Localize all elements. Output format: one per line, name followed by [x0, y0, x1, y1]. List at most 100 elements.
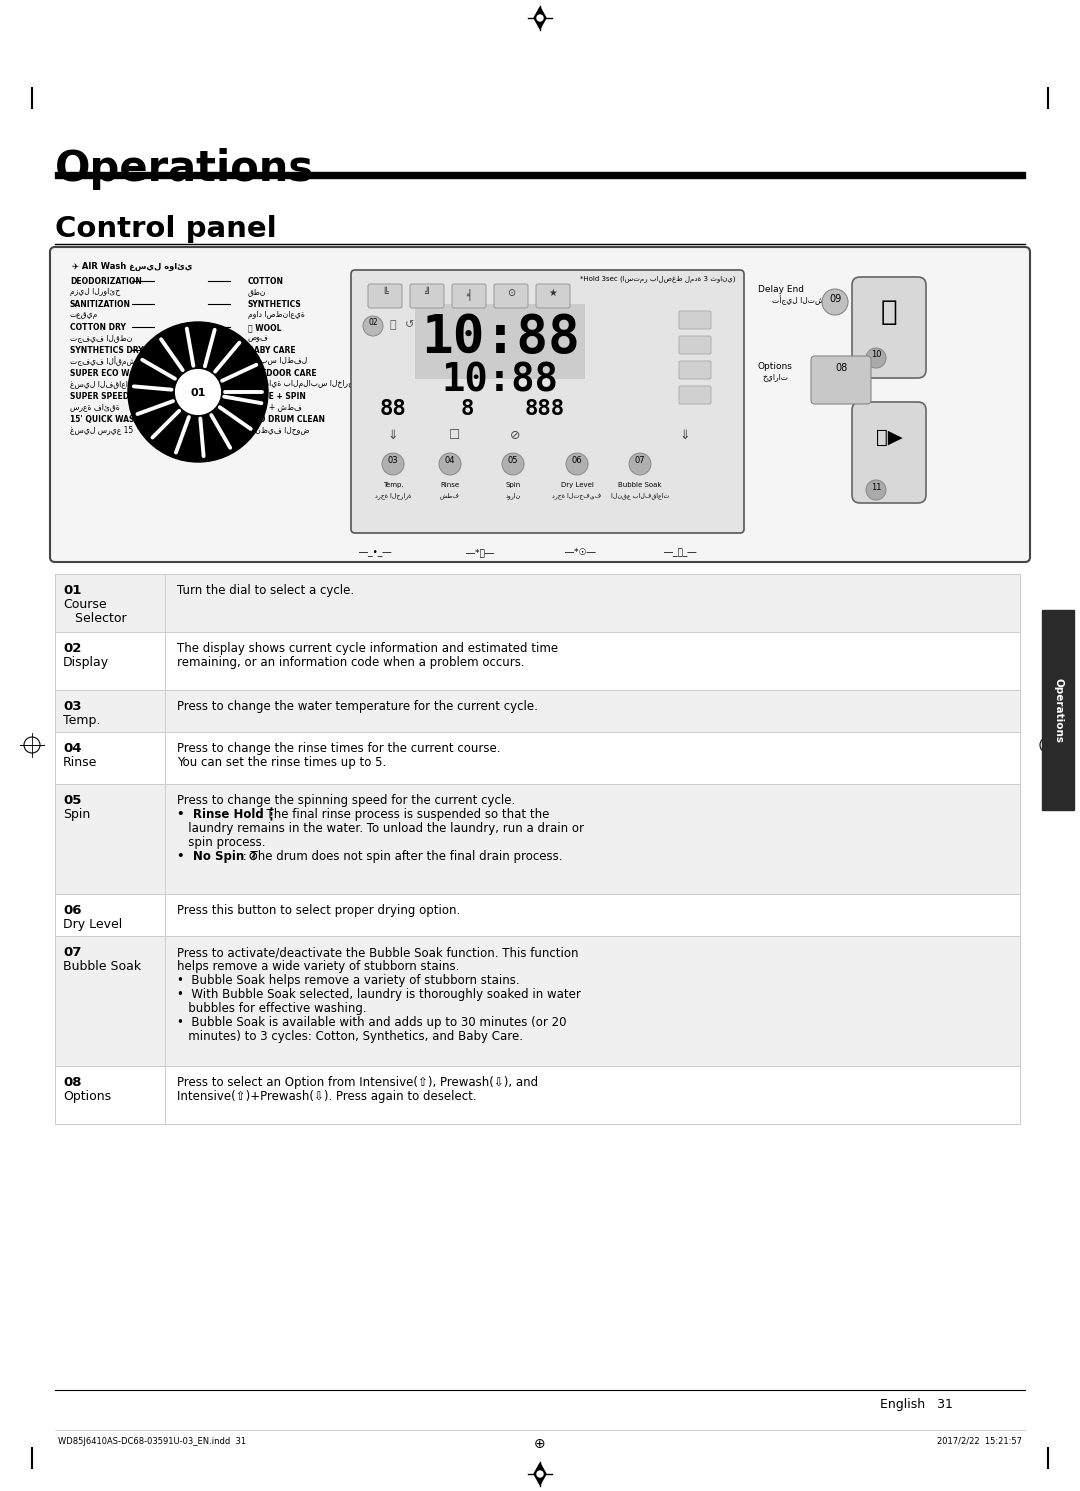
Text: RINSE + SPIN: RINSE + SPIN	[248, 392, 306, 401]
Text: 88: 88	[380, 400, 406, 419]
Text: دوران + شطف: دوران + شطف	[248, 403, 302, 412]
Text: Bubble Soak: Bubble Soak	[63, 960, 141, 974]
Text: شطف: شطف	[440, 492, 460, 499]
FancyBboxPatch shape	[679, 312, 711, 330]
Text: 8: 8	[460, 400, 474, 419]
Text: مواد اصطناعية: مواد اصطناعية	[248, 310, 305, 319]
Circle shape	[866, 480, 886, 499]
Text: English   31: English 31	[880, 1399, 953, 1410]
Text: تجفيف القطن: تجفيف القطن	[70, 332, 133, 341]
Text: ╡: ╡	[467, 288, 472, 300]
Text: تنظيف الحوض: تنظيف الحوض	[248, 425, 310, 434]
Text: ↺: ↺	[405, 321, 415, 330]
Text: ECO DRUM CLEAN: ECO DRUM CLEAN	[248, 414, 325, 423]
Text: 09: 09	[828, 294, 841, 304]
Text: *Hold 3sec (استمر بالضغط لمدة 3 ثواني): *Hold 3sec (استمر بالضغط لمدة 3 ثواني)	[580, 276, 735, 283]
Text: غسيل الفقاعات الخارق: غسيل الفقاعات الخارق	[70, 379, 162, 388]
Text: Spin: Spin	[63, 808, 91, 822]
Text: •  Rinse Hold ┇: • Rinse Hold ┇	[177, 808, 275, 822]
Text: Press this button to select proper drying option.: Press this button to select proper dryin…	[177, 904, 460, 917]
Bar	[55, 784, 1020, 895]
Text: Operations: Operations	[1053, 677, 1063, 743]
Text: DEODORIZATION: DEODORIZATION	[70, 277, 141, 286]
Bar	[55, 690, 1020, 732]
Text: Options: Options	[758, 362, 793, 371]
Text: ★: ★	[549, 288, 557, 298]
Text: 06: 06	[63, 904, 81, 917]
Text: Press to select an Option from Intensive(⇧), Prewash(⇩), and: Press to select an Option from Intensive…	[177, 1077, 538, 1088]
Text: ―*Ⓣ―: ―*Ⓣ―	[467, 549, 494, 558]
Text: •  With Bubble Soak selected, laundry is thoroughly soaked in water: • With Bubble Soak selected, laundry is …	[177, 989, 581, 1000]
Text: Course: Course	[63, 598, 107, 611]
Bar	[1042, 610, 1074, 810]
Text: Press to change the spinning speed for the current cycle.: Press to change the spinning speed for t…	[177, 795, 515, 807]
Text: النقع بالفقاعات: النقع بالفقاعات	[611, 492, 670, 499]
Text: SANITIZATION: SANITIZATION	[70, 300, 131, 309]
Text: Bubble Soak: Bubble Soak	[618, 482, 662, 488]
Text: ―_•_―: ―_•_―	[359, 549, 391, 558]
Text: Spin: Spin	[505, 482, 521, 488]
Text: قطن: قطن	[248, 286, 267, 297]
Text: Rinse: Rinse	[441, 482, 460, 488]
FancyBboxPatch shape	[852, 277, 926, 379]
FancyBboxPatch shape	[410, 283, 444, 309]
Text: 10:88: 10:88	[420, 312, 579, 364]
Text: ⊕: ⊕	[535, 1437, 545, 1451]
Text: درجة الحرارة: درجة الحرارة	[375, 492, 411, 499]
FancyBboxPatch shape	[811, 356, 870, 404]
Text: ⇓: ⇓	[388, 429, 399, 441]
Text: COTTON: COTTON	[248, 277, 284, 286]
Text: Selector: Selector	[63, 611, 126, 625]
Text: 06: 06	[571, 456, 582, 465]
FancyBboxPatch shape	[679, 361, 711, 379]
Text: صوف: صوف	[248, 332, 269, 341]
Text: 2017/2/22  15:21:57: 2017/2/22 15:21:57	[937, 1437, 1022, 1446]
Text: ⏰: ⏰	[390, 321, 396, 330]
Text: تجفيف الأقمشة صناعية: تجفيف الأقمشة صناعية	[70, 356, 174, 365]
Text: ⇓: ⇓	[679, 429, 690, 441]
Bar	[55, 632, 1020, 690]
Text: ملابس الطفل: ملابس الطفل	[248, 356, 307, 365]
Text: 01: 01	[190, 388, 205, 398]
Text: Options: Options	[63, 1090, 111, 1103]
Text: laundry remains in the water. To unload the laundry, run a drain or: laundry remains in the water. To unload …	[177, 822, 584, 835]
Text: Dry Level: Dry Level	[561, 482, 593, 488]
Circle shape	[438, 453, 461, 476]
Text: 04: 04	[445, 456, 456, 465]
Text: Press to change the rinse times for the current course.: Press to change the rinse times for the …	[177, 743, 500, 754]
Text: 10:88: 10:88	[442, 362, 558, 400]
Text: •  Bubble Soak is available with and adds up to 30 minutes (or 20: • Bubble Soak is available with and adds…	[177, 1015, 567, 1029]
FancyBboxPatch shape	[50, 248, 1030, 562]
Text: Display: Display	[63, 656, 109, 669]
Circle shape	[866, 347, 886, 368]
Text: SYNTHETICS DRY: SYNTHETICS DRY	[70, 346, 144, 355]
Text: Intensive(⇧)+Prewash(⇩). Press again to deselect.: Intensive(⇧)+Prewash(⇩). Press again to …	[177, 1090, 476, 1103]
FancyBboxPatch shape	[351, 270, 744, 532]
Text: BABY CARE: BABY CARE	[248, 346, 296, 355]
Text: 08: 08	[835, 362, 847, 373]
FancyBboxPatch shape	[679, 386, 711, 404]
Text: Press to change the water temperature for the current cycle.: Press to change the water temperature fo…	[177, 699, 538, 713]
Text: Control panel: Control panel	[55, 215, 276, 243]
Text: ⏮▶: ⏮▶	[876, 428, 903, 447]
FancyBboxPatch shape	[536, 283, 570, 309]
Text: 03: 03	[63, 699, 81, 713]
Bar	[55, 171, 1025, 177]
Text: •  Bubble Soak helps remove a variety of stubborn stains.: • Bubble Soak helps remove a variety of …	[177, 974, 519, 987]
Text: درجة التجفيف: درجة التجفيف	[553, 492, 602, 499]
Circle shape	[822, 289, 848, 315]
Text: WD85J6410AS-DC68-03591U-03_EN.indd  31: WD85J6410AS-DC68-03591U-03_EN.indd 31	[58, 1437, 246, 1446]
Text: 03: 03	[388, 456, 399, 465]
FancyBboxPatch shape	[679, 335, 711, 353]
Text: ☐: ☐	[449, 429, 461, 441]
Text: SUPER SPEED: SUPER SPEED	[70, 392, 130, 401]
Bar	[55, 732, 1020, 784]
Text: helps remove a wide variety of stubborn stains.: helps remove a wide variety of stubborn …	[177, 960, 459, 974]
Text: غسيل سريع 15: غسيل سريع 15	[70, 425, 133, 434]
Text: 04: 04	[63, 743, 81, 754]
Text: 01: 01	[63, 584, 81, 596]
Text: ―*☉―: ―*☉―	[565, 549, 595, 558]
Text: خيارات: خيارات	[762, 371, 788, 382]
Text: Delay End: Delay End	[758, 285, 804, 294]
Bar	[55, 1066, 1020, 1124]
